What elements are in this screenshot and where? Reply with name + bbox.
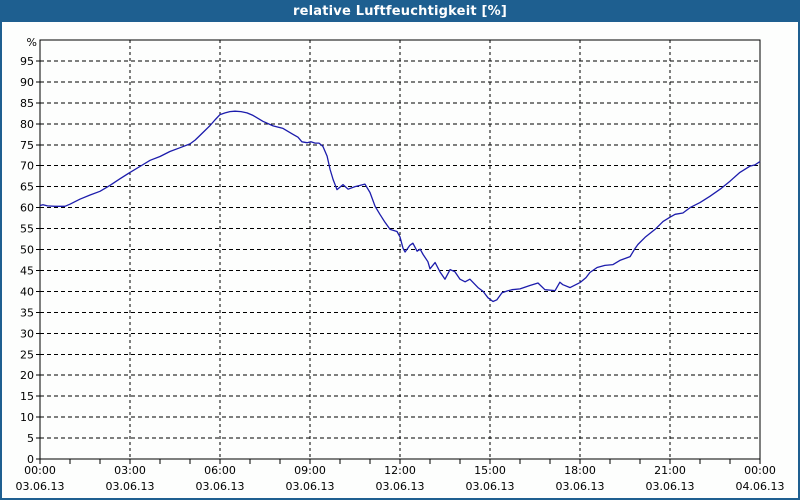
y-tick-label: 20 xyxy=(20,369,34,382)
y-tick-label: 45 xyxy=(20,264,34,277)
x-tick-date-label: 03.06.13 xyxy=(376,480,425,493)
x-tick-time-label: 18:00 xyxy=(564,464,596,477)
frame-border-left xyxy=(0,22,2,500)
y-tick-label: 15 xyxy=(20,390,34,403)
x-tick-date-label: 03.06.13 xyxy=(556,480,605,493)
frame-border-bottom xyxy=(0,498,800,500)
x-tick-time-label: 12:00 xyxy=(384,464,416,477)
y-tick-label: 0 xyxy=(27,453,34,466)
y-tick-label: 95 xyxy=(20,55,34,68)
x-tick-date-label: 04.06.13 xyxy=(736,480,785,493)
y-tick-label: 80 xyxy=(20,118,34,131)
x-tick-date-label: 03.06.13 xyxy=(466,480,515,493)
x-tick-time-label: 03:00 xyxy=(114,464,146,477)
x-tick-time-label: 00:00 xyxy=(24,464,56,477)
y-tick-label: 10 xyxy=(20,411,34,424)
y-tick-label: 60 xyxy=(20,202,34,215)
y-tick-label: 25 xyxy=(20,348,34,361)
x-tick-time-label: 00:00 xyxy=(744,464,776,477)
y-axis-unit-label: % xyxy=(27,36,37,49)
y-tick-label: 40 xyxy=(20,285,34,298)
y-tick-label: 75 xyxy=(20,139,34,152)
x-tick-date-label: 03.06.13 xyxy=(16,480,65,493)
y-tick-label: 85 xyxy=(20,97,34,110)
x-tick-time-label: 15:00 xyxy=(474,464,506,477)
y-tick-label: 35 xyxy=(20,306,34,319)
x-tick-date-label: 03.06.13 xyxy=(196,480,245,493)
y-tick-label: 90 xyxy=(20,76,34,89)
x-tick-date-label: 03.06.13 xyxy=(106,480,155,493)
y-tick-label: 65 xyxy=(20,181,34,194)
x-tick-time-label: 21:00 xyxy=(654,464,686,477)
y-tick-label: 30 xyxy=(20,327,34,340)
x-tick-time-label: 09:00 xyxy=(294,464,326,477)
frame-border-right xyxy=(798,22,800,500)
x-tick-time-label: 06:00 xyxy=(204,464,236,477)
y-tick-label: 50 xyxy=(20,244,34,257)
x-tick-date-label: 03.06.13 xyxy=(646,480,695,493)
chart-title-bar: relative Luftfeuchtigkeit [%] xyxy=(0,0,800,22)
x-tick-date-label: 03.06.13 xyxy=(286,480,335,493)
humidity-series-line xyxy=(39,110,761,303)
chart-title: relative Luftfeuchtigkeit [%] xyxy=(292,3,508,19)
y-tick-label: 55 xyxy=(20,223,34,236)
y-tick-label: 5 xyxy=(27,432,34,445)
y-tick-label: 70 xyxy=(20,160,34,173)
